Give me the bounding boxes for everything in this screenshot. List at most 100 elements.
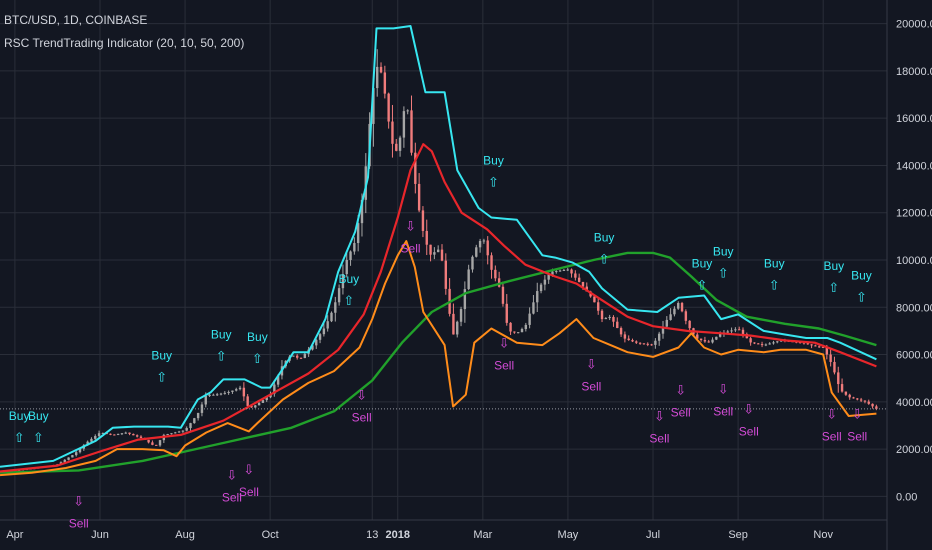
buy-arrow-icon: ⇧ [769,278,780,293]
sell-arrow-icon: ⇩ [226,468,237,483]
candle-body [753,342,756,344]
candle-body [330,312,333,322]
candle-body [776,341,779,343]
candle-body [844,391,848,395]
candle-body [113,434,116,436]
x-tick-label: Nov [813,529,833,541]
sell-signal-label: Sell [494,358,514,372]
candle-body [94,436,97,439]
buy-arrow-icon: ⇧ [599,252,610,267]
candle-body [543,279,547,285]
price-axis[interactable]: 0.00 2000.00 4000.00 6000.00 8000.00 10000.00… [896,19,932,504]
candle-body [673,308,676,315]
candle-body [875,406,878,409]
candle-body [593,296,596,303]
candle-body [516,332,520,334]
candle-body [421,210,425,231]
candle-body [463,289,467,310]
sell-signal-label: Sell [713,404,733,418]
buy-arrow-icon: ⇧ [343,293,354,308]
sma-50-line [0,143,877,473]
candle-body [353,243,356,252]
candle-body [669,314,672,320]
candle-body [764,344,768,346]
candle-body [109,433,112,435]
sell-signal-label: Sell [352,410,372,424]
sell-signal-label: Sell [401,241,421,255]
candle-body [322,328,326,335]
candle-body [185,428,188,431]
candle-body [821,346,825,348]
candle-body [661,326,665,334]
time-axis[interactable]: Apr Jun Aug Oct 13 2018 Mar May Jul Sep Nov [6,529,833,541]
candle-body [528,313,531,325]
candle-body [688,320,691,329]
x-tick-label: Oct [262,529,279,541]
candle-body [67,457,70,460]
candle-body [509,322,512,332]
sell-signal-label: Sell [671,406,691,420]
candle-body [581,281,585,287]
candle-body [654,340,657,345]
candle-body [539,284,543,292]
candle-body [452,313,455,335]
candle-body [387,93,390,122]
candle-body [867,401,870,404]
candle-body [315,339,318,346]
candle-body [151,442,154,445]
candle-body [334,302,337,313]
candle-body [391,121,394,144]
candle-body [429,244,432,255]
candle-body [665,319,668,327]
candle-body [261,400,265,403]
candle-body [623,334,627,339]
candle-body [71,455,74,458]
lower-channel-line [0,240,877,477]
candle-body [574,273,577,278]
sell-signal-label: Sell [239,485,259,499]
candle-body [193,418,196,424]
y-tick-label: 20000.00 [896,19,932,31]
candle-body [406,110,409,112]
candle-body [597,302,600,311]
candle-body [349,251,352,260]
candle-body [376,66,379,89]
x-tick-label: Sep [728,529,748,541]
candle-body [737,329,741,331]
y-tick-label: 4000.00 [896,397,932,409]
candle-body [250,405,253,408]
candle-body [128,432,131,434]
sell-signal-label: Sell [739,425,759,439]
sell-arrow-icon: ⇩ [743,402,754,417]
buy-signal-label: Buy [483,154,504,168]
indicator-legend[interactable]: RSC TrendTrading Indicator (20, 10, 50, … [4,36,245,50]
sell-signal-label: Sell [649,432,669,446]
candle-body [635,341,638,343]
candle-body [235,389,238,391]
candle-body [749,338,752,343]
candle-body [501,286,505,304]
candle-body [425,230,428,245]
candle-body [532,302,535,314]
symbol-title[interactable]: BTC/USD, 1D, COINBASE [4,13,148,27]
candle-body [646,343,649,345]
sell-arrow-icon: ⇩ [654,409,665,424]
candle-body [410,110,413,153]
candle-body [155,444,158,446]
buy-signal-label: Buy [713,245,734,259]
plot-area[interactable] [0,25,887,477]
sell-arrow-icon: ⇩ [718,381,729,396]
candle-body [436,249,440,253]
candle-body [174,432,177,434]
candle-body [863,400,867,402]
candle-body [379,66,383,73]
buy-signal-label: Buy [594,231,615,245]
candle-body [650,344,653,346]
candle-body [711,339,714,343]
buy-signal-label: Buy [151,349,172,363]
candle-body [818,346,821,348]
candle-body [642,343,646,345]
candle-body [490,255,493,270]
candle-body [833,361,836,373]
